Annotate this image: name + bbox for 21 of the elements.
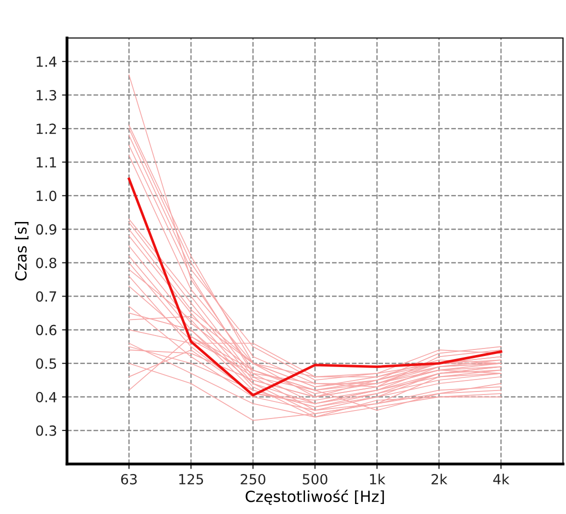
y-tick-label: 1.4 <box>36 56 56 67</box>
x-axis-title: Częstotliwość [Hz] <box>246 490 384 505</box>
y-tick-label: 0.9 <box>36 224 56 235</box>
x-tick-label: 500 <box>302 474 328 484</box>
x-tick-label: 1k <box>370 474 386 484</box>
y-tick-label: 0.4 <box>36 392 56 402</box>
y-tick-label: 1.1 <box>36 157 56 168</box>
x-tick-label: 4k <box>493 474 510 484</box>
x-tick-label: 125 <box>179 474 204 484</box>
y-tick-label: 0.3 <box>36 425 56 436</box>
y-tick-label: 0.8 <box>36 258 56 268</box>
y-tick-label: 1.2 <box>36 124 56 134</box>
x-tick-label: 63 <box>121 474 137 484</box>
y-tick-label: 0.7 <box>36 291 56 302</box>
y-tick-label: 1.0 <box>36 190 56 202</box>
y-axis-title: Czas [s] <box>14 222 28 281</box>
y-tick-label: 0.6 <box>36 324 56 336</box>
y-tick-label: 1.3 <box>36 90 56 100</box>
x-tick-label: 2k <box>432 474 448 484</box>
y-tick-label: 0.5 <box>36 358 56 369</box>
x-tick-label: 250 <box>240 474 266 484</box>
